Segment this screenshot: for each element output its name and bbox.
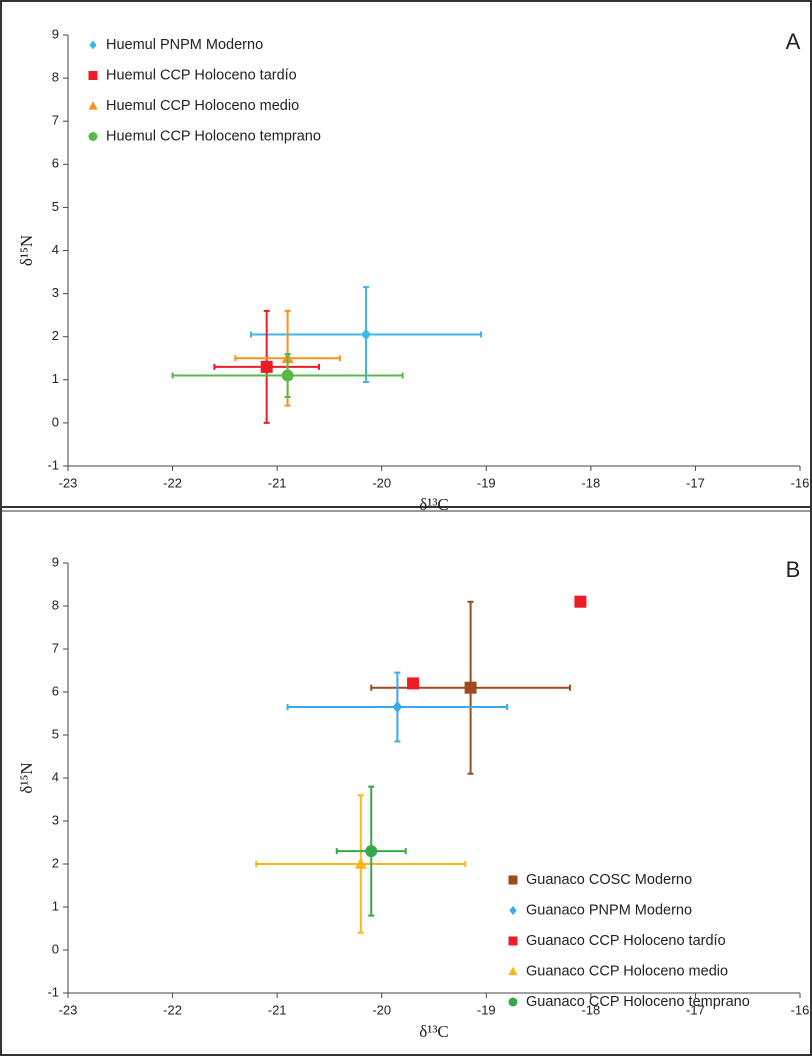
marker-circle: [281, 369, 294, 382]
legend-marker: [88, 71, 98, 80]
marker-square: [260, 360, 273, 373]
y-tick-label: 0: [52, 941, 59, 956]
y-tick-label: 9: [52, 26, 59, 41]
legend-marker: [88, 132, 98, 141]
legend-marker: [88, 101, 98, 110]
legend-label: Huemul CCP Holoceno tardío: [106, 67, 297, 83]
legend-label: Guanaco CCP Holoceno medio: [526, 963, 728, 979]
legend-marker: [508, 966, 518, 976]
y-tick-label: 7: [52, 640, 59, 655]
x-tick-label: -16: [791, 475, 810, 490]
y-tick-label: 5: [52, 726, 59, 741]
y-tick-label: 3: [52, 285, 59, 300]
x-tick-label: -19: [477, 475, 496, 490]
y-tick-label: 3: [52, 812, 59, 827]
x-tick-label: -20: [372, 475, 391, 490]
marker-circle: [365, 845, 378, 858]
panel-label: A: [786, 29, 801, 54]
y-tick-label: 5: [52, 199, 59, 214]
y-tick-label: 2: [52, 855, 59, 870]
y-tick-label: -1: [47, 984, 59, 999]
y-tick-label: 2: [52, 328, 59, 343]
y-tick-label: 9: [52, 554, 59, 569]
y-tick-label: -1: [47, 457, 59, 472]
panel-label: B: [786, 557, 801, 582]
legend-label: Guanaco CCP Holoceno tardío: [526, 933, 726, 949]
y-axis-title: δ¹⁵N: [17, 235, 36, 266]
legend-label: Huemul PNPM Moderno: [106, 37, 263, 53]
x-tick-label: -20: [372, 1002, 391, 1017]
x-tick-label: -21: [268, 475, 287, 490]
x-axis-title: δ¹³C: [419, 1022, 449, 1041]
y-tick-label: 1: [52, 898, 59, 913]
legend-label: Guanaco PNPM Moderno: [526, 902, 692, 918]
y-tick-label: 1: [52, 371, 59, 386]
y-tick-label: 8: [52, 597, 59, 612]
y-tick-label: 6: [52, 156, 59, 171]
x-tick-label: -19: [477, 1002, 496, 1017]
marker-square: [407, 677, 420, 690]
marker-triangle: [354, 857, 367, 869]
x-tick-label: -22: [163, 1002, 182, 1017]
legend-label: Huemul CCP Holoceno temprano: [106, 128, 321, 144]
y-tick-label: 4: [52, 242, 59, 257]
x-tick-label: -23: [59, 475, 78, 490]
legend-label: Guanaco COSC Moderno: [526, 872, 692, 888]
y-tick-label: 7: [52, 113, 59, 128]
marker-square: [464, 681, 477, 694]
x-axis-title: δ¹³C: [419, 495, 449, 514]
x-tick-label: -18: [581, 475, 600, 490]
marker-diamond: [392, 701, 403, 714]
y-axis-title: δ¹⁵N: [17, 762, 36, 793]
legend-marker: [508, 936, 518, 946]
x-tick-label: -22: [163, 475, 182, 490]
x-tick-label: -23: [59, 1002, 78, 1017]
marker-diamond: [361, 328, 371, 341]
x-tick-label: -17: [686, 475, 705, 490]
y-tick-label: 0: [52, 414, 59, 429]
legend-marker: [509, 906, 517, 915]
legend-marker: [508, 997, 518, 1007]
marker-square: [574, 595, 587, 608]
x-tick-label: -18: [581, 1002, 600, 1017]
y-tick-label: 4: [52, 769, 59, 784]
legend-marker: [89, 40, 97, 50]
y-tick-label: 8: [52, 70, 59, 85]
y-tick-label: 6: [52, 683, 59, 698]
legend-label: Huemul CCP Holoceno medio: [106, 98, 299, 114]
x-tick-label: -17: [686, 1002, 705, 1017]
legend-marker: [508, 875, 518, 885]
x-tick-label: -16: [791, 1002, 810, 1017]
legend-label: Guanaco CCP Holoceno temprano: [526, 994, 750, 1010]
x-tick-label: -21: [268, 1002, 287, 1017]
